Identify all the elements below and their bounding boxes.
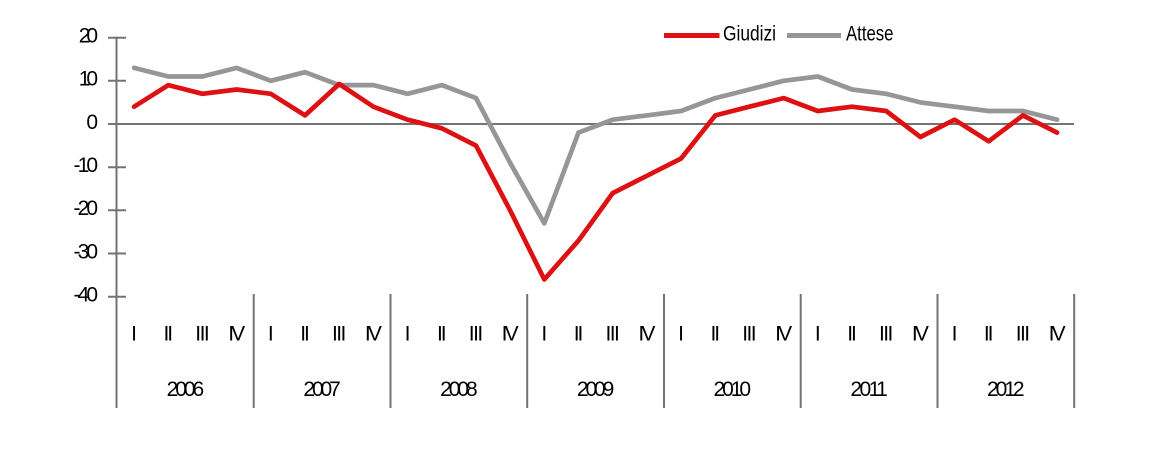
svg-text:I V: I V	[502, 323, 519, 346]
svg-text:I V: I V	[912, 323, 929, 346]
svg-text:I: I	[815, 323, 821, 346]
svg-text:I: I	[131, 323, 137, 346]
svg-text:2012: 2012	[987, 378, 1025, 401]
svg-text:20: 20	[79, 25, 98, 48]
svg-text:Attese: Attese	[846, 22, 894, 45]
svg-text:II: II	[711, 323, 721, 346]
svg-text:II: II	[437, 323, 447, 346]
svg-text:III: III	[879, 323, 893, 346]
svg-text:III: III	[606, 323, 620, 346]
svg-text:2006: 2006	[167, 378, 205, 401]
svg-text:Giudizi: Giudizi	[723, 22, 776, 45]
svg-text:I V: I V	[1049, 323, 1066, 346]
svg-text:I: I	[268, 323, 274, 346]
svg-text:2007: 2007	[303, 378, 341, 401]
svg-text:2009: 2009	[577, 378, 615, 401]
svg-text:I V: I V	[638, 323, 655, 346]
svg-text:II: II	[847, 323, 857, 346]
svg-text:-20: -20	[74, 197, 99, 220]
svg-text:2011: 2011	[850, 378, 888, 401]
svg-text:I V: I V	[775, 323, 792, 346]
svg-text:I V: I V	[228, 323, 245, 346]
svg-text:II: II	[164, 323, 174, 346]
svg-text:I: I	[405, 323, 411, 346]
svg-text:III: III	[469, 323, 483, 346]
svg-text:-10: -10	[74, 154, 99, 177]
svg-text:II: II	[300, 323, 310, 346]
svg-text:10: 10	[79, 68, 98, 91]
svg-text:-30: -30	[74, 240, 99, 263]
svg-text:II: II	[574, 323, 584, 346]
svg-text:III: III	[332, 323, 346, 346]
svg-text:2008: 2008	[440, 378, 478, 401]
svg-text:II: II	[984, 323, 994, 346]
svg-text:I: I	[678, 323, 684, 346]
svg-text:0: 0	[86, 111, 98, 134]
svg-text:III: III	[1016, 323, 1030, 346]
svg-text:III: III	[195, 323, 209, 346]
svg-text:I: I	[952, 323, 958, 346]
svg-text:I V: I V	[365, 323, 382, 346]
svg-text:III: III	[742, 323, 756, 346]
svg-text:2010: 2010	[714, 378, 752, 401]
svg-text:-40: -40	[74, 284, 99, 307]
svg-text:I: I	[541, 323, 547, 346]
